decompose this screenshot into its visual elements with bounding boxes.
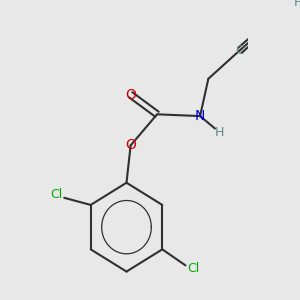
- Text: Cl: Cl: [50, 188, 62, 201]
- Text: N: N: [195, 109, 205, 123]
- Text: C: C: [236, 44, 244, 57]
- Text: H: H: [294, 0, 300, 9]
- Text: O: O: [125, 138, 136, 152]
- Text: H: H: [215, 126, 225, 139]
- Text: O: O: [125, 88, 136, 102]
- Text: Cl: Cl: [188, 262, 200, 275]
